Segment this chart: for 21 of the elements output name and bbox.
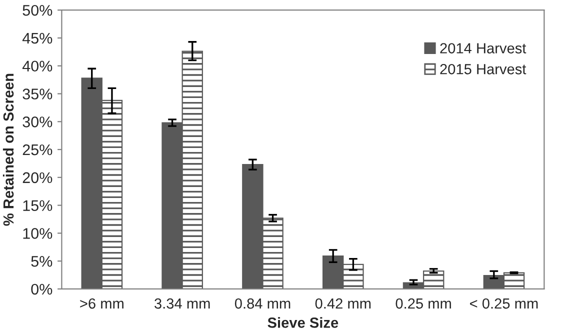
x-tick-label: 3.34 mm bbox=[154, 298, 210, 309]
y-tick-label: 40% bbox=[22, 60, 52, 72]
x-tick-label: 0.25 mm bbox=[396, 298, 451, 309]
y-tick-label: 20% bbox=[22, 172, 52, 184]
y-tick-label: 50% bbox=[22, 4, 52, 16]
y-tick-label: 10% bbox=[23, 228, 52, 239]
y-tick-label: 15% bbox=[23, 200, 52, 211]
x-tick-label: < 0.25 mm bbox=[470, 298, 538, 309]
y-tick-label: 30% bbox=[22, 116, 52, 128]
y-tick-label: 45% bbox=[22, 32, 52, 44]
y-tick-label: 35% bbox=[22, 88, 52, 100]
legend-label: 2014 Harvest bbox=[440, 43, 526, 54]
y-axis-title: % Retained on Screen bbox=[2, 74, 14, 226]
y-tick-label: 25% bbox=[22, 144, 52, 156]
x-axis-title: Sieve Size bbox=[268, 317, 338, 328]
x-tick-label: 0.42 mm bbox=[315, 298, 371, 309]
x-tick-label: >6 mm bbox=[80, 298, 124, 309]
y-tick-label: 5% bbox=[31, 256, 52, 267]
legend-label: 2015 Harvest bbox=[440, 64, 526, 74]
x-tick-label: 0.84 mm bbox=[234, 298, 290, 309]
y-tick-label: 0% bbox=[31, 284, 52, 295]
